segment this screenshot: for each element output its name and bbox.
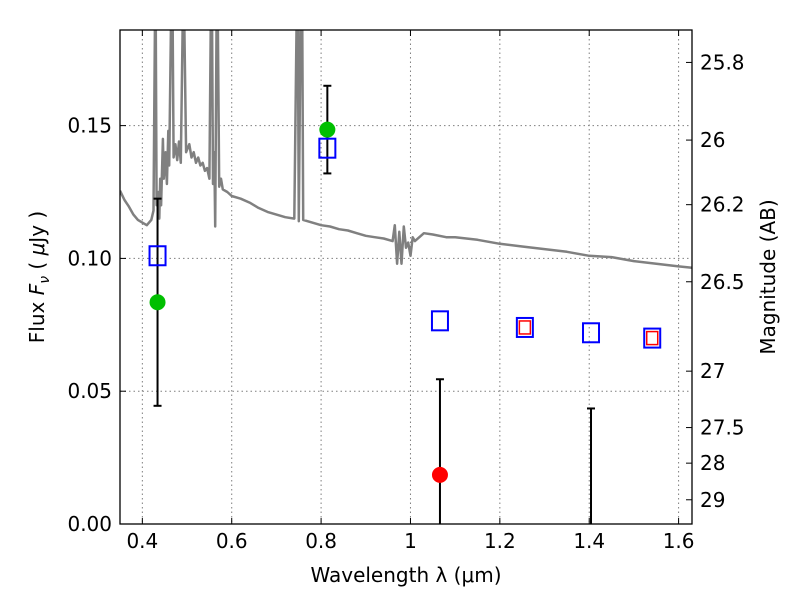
magnitude-tick-label: 26: [700, 128, 725, 152]
plot-contents: [120, 30, 692, 524]
x-tick-label: 1.4: [573, 529, 605, 553]
x-tick-label: 1.6: [663, 529, 695, 553]
right-axis-label: Magnitude (AB): [756, 199, 780, 354]
y-axis-label: Flux Fν ( μJy ): [25, 211, 53, 343]
model-flux-square: [582, 322, 601, 344]
model-flux-inner-square: [645, 330, 659, 346]
y-tick-label: 0.15: [67, 114, 112, 138]
x-axis-label: Wavelength λ (μm): [310, 563, 501, 587]
model-flux-square: [318, 137, 337, 159]
model-flux-inner-square: [518, 320, 532, 335]
observed-flux-point: [319, 121, 336, 138]
grid-lines: [120, 30, 692, 524]
x-tick-label: 1: [404, 529, 417, 553]
x-tick-label: 1.2: [484, 529, 516, 553]
model-flux-square: [148, 245, 167, 267]
axis-ticks: 0.4 0.6 0.8 1 1.2 1.4 1.6 0.00 0.05 0.10 0.15 25.8 2…: [67, 30, 745, 553]
magnitude-tick-label: 25.8: [700, 50, 745, 74]
magnitude-tick-label: 26.2: [700, 193, 745, 217]
magnitude-tick-label: 26.5: [700, 270, 745, 294]
magnitude-tick-label: 29: [700, 488, 725, 512]
x-tick-label: 0.8: [305, 529, 337, 553]
observed-flux-point: [431, 466, 448, 483]
x-tick-label: 0.6: [216, 529, 248, 553]
y-tick-label: 0.10: [67, 246, 112, 270]
y-tick-label: 0.00: [67, 512, 112, 536]
magnitude-tick-label: 27: [700, 359, 725, 383]
x-tick-label: 0.4: [126, 529, 158, 553]
observed-flux-point: [149, 294, 166, 311]
model-flux-square: [643, 327, 662, 349]
y-tick-label: 0.05: [67, 379, 112, 403]
magnitude-tick-label: 27.5: [700, 416, 745, 440]
model-flux-square: [515, 316, 534, 338]
plot-frame: [119, 29, 693, 525]
model-flux-square: [430, 310, 449, 332]
magnitude-tick-label: 28: [700, 451, 725, 475]
template-spectrum-line: [120, 30, 692, 269]
